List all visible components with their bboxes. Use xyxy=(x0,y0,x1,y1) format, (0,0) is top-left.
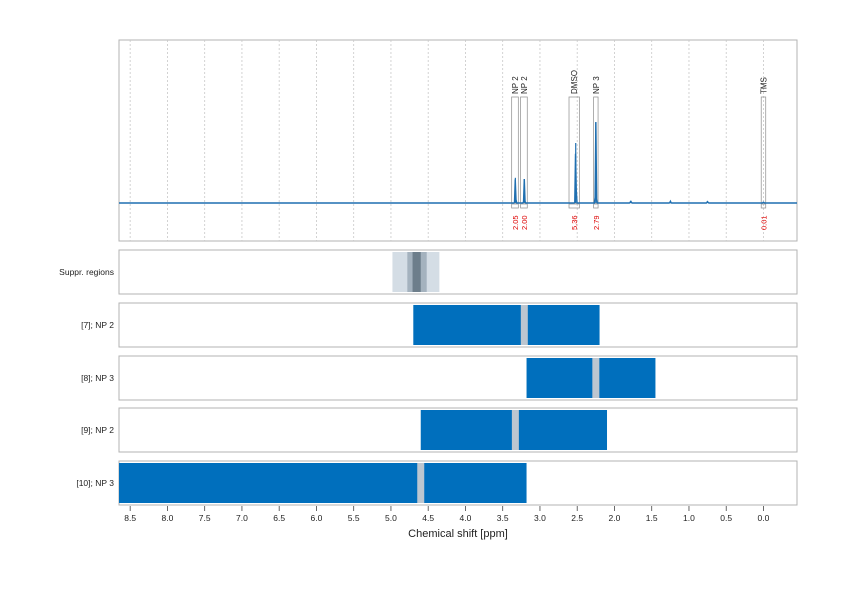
x-tick-label: 1.0 xyxy=(683,513,695,523)
integration-label: NP 2 xyxy=(520,76,529,94)
suppression-panel xyxy=(118,249,798,295)
window-marker xyxy=(520,305,528,345)
window-bar xyxy=(119,463,527,503)
x-tick-label: 6.5 xyxy=(273,513,285,523)
integration-base-box xyxy=(593,203,599,209)
integration-value: 5.36 xyxy=(570,215,579,230)
window-label: [9]; NP 2 xyxy=(81,425,114,435)
integration-label: NP 3 xyxy=(592,76,601,94)
x-tick-label: 8.5 xyxy=(124,513,136,523)
integration-base-box xyxy=(568,203,580,209)
x-tick-label: 8.0 xyxy=(162,513,174,523)
integration-base-box xyxy=(520,203,528,209)
x-tick-label: 6.0 xyxy=(311,513,323,523)
window-marker xyxy=(417,463,425,503)
x-tick-label: 0.0 xyxy=(758,513,770,523)
spectrum-line xyxy=(119,122,797,204)
integration-base-box xyxy=(511,203,519,209)
window-bar xyxy=(526,358,656,398)
integration-value: 2.05 xyxy=(511,215,520,230)
suppression-band xyxy=(412,252,421,292)
x-tick-label: 4.5 xyxy=(422,513,434,523)
integration-base-box xyxy=(760,203,767,209)
x-tick-label: 2.0 xyxy=(609,513,621,523)
x-tick-label: 4.0 xyxy=(460,513,472,523)
suppression-label: Suppr. regions xyxy=(59,267,114,277)
x-tick-label: 3.5 xyxy=(497,513,509,523)
integration-label: NP 2 xyxy=(511,76,520,94)
x-tick-label: 5.0 xyxy=(385,513,397,523)
window-label: [8]; NP 3 xyxy=(81,373,114,383)
x-axis-label: Chemical shift [ppm] xyxy=(408,528,508,540)
window-bar xyxy=(413,305,600,345)
spectrum-panel xyxy=(118,39,798,242)
window-marker xyxy=(592,358,600,398)
window-label: [7]; NP 2 xyxy=(81,320,114,330)
integration-value: 2.79 xyxy=(592,215,601,230)
x-tick-label: 7.5 xyxy=(199,513,211,523)
x-tick-label: 5.5 xyxy=(348,513,360,523)
window-panel xyxy=(118,355,798,401)
window-marker xyxy=(511,410,519,450)
x-tick-label: 7.0 xyxy=(236,513,248,523)
integration-label: DMSO xyxy=(570,70,579,94)
x-tick-label: 1.5 xyxy=(646,513,658,523)
integration-label: TMS xyxy=(759,77,768,94)
window-label: [10]; NP 3 xyxy=(76,478,114,488)
x-tick-label: 3.0 xyxy=(534,513,546,523)
x-tick-label: 0.5 xyxy=(720,513,732,523)
integration-value: 0.01 xyxy=(759,215,768,230)
x-tick-label: 2.5 xyxy=(571,513,583,523)
integration-value: 2.00 xyxy=(520,215,529,230)
